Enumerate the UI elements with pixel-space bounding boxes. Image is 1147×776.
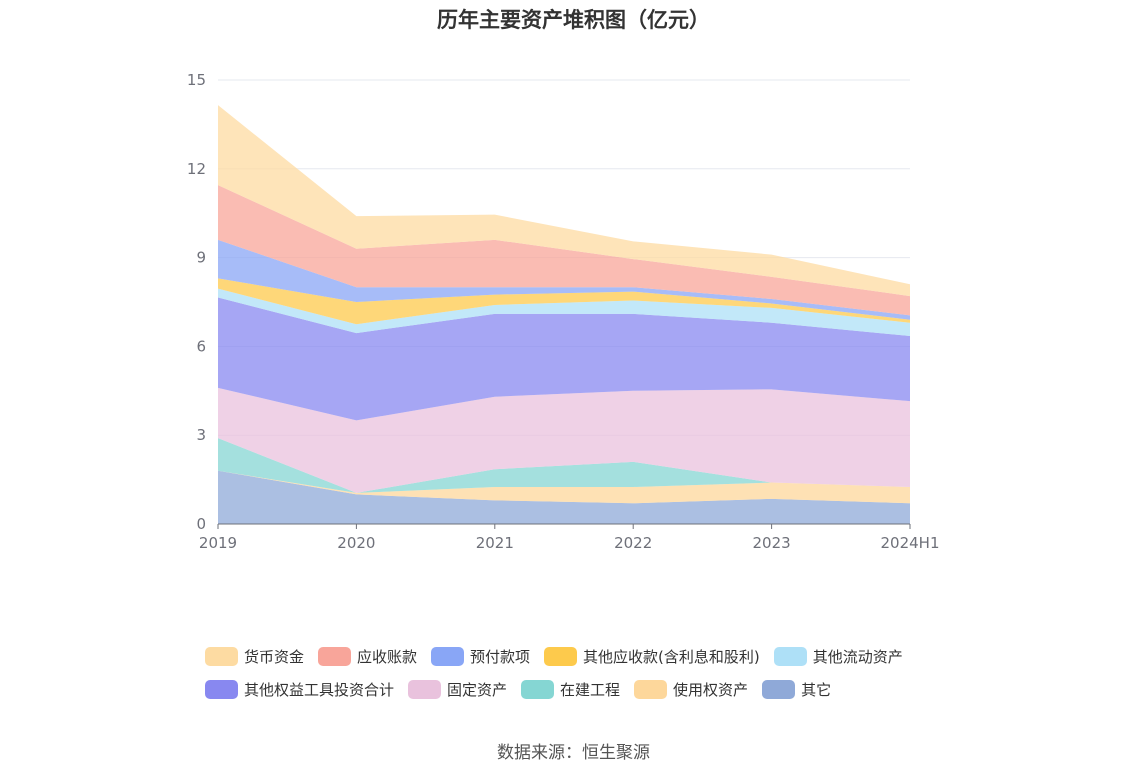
legend-label: 在建工程 — [560, 681, 621, 699]
legend-swatch — [762, 680, 796, 699]
legend-item[interactable]: 其它 — [762, 679, 831, 700]
y-tick-label: 0 — [196, 515, 206, 533]
legend-label: 使用权资产 — [673, 681, 749, 699]
legend-label: 其他权益工具投资合计 — [244, 681, 395, 699]
area-series-group — [218, 105, 910, 524]
x-tick-label: 2020 — [337, 534, 375, 552]
legend-item[interactable]: 其他权益工具投资合计 — [205, 679, 394, 700]
area-series-0[interactable] — [218, 470, 910, 524]
legend-row-2: 其他权益工具投资合计 固定资产 在建工程 使用权资产 其它 — [205, 673, 965, 706]
legend-swatch — [544, 647, 578, 666]
legend-item[interactable]: 货币资金 — [205, 646, 304, 667]
area-series-8[interactable] — [218, 185, 910, 316]
legend-label: 其他流动资产 — [812, 648, 903, 666]
legend-label: 应收账款 — [357, 648, 418, 666]
y-tick-label: 6 — [196, 337, 206, 355]
area-series-6[interactable] — [218, 278, 910, 325]
legend-label: 其他应收款(含利息和股利) — [583, 648, 760, 666]
y-tick-label: 12 — [187, 160, 206, 178]
legend-item[interactable]: 预付款项 — [431, 646, 530, 667]
legend-swatch — [408, 680, 442, 699]
stacked-area-chart: 0 3 6 9 12 15 2019 2020 2021 2022 2023 2024H1 — [187, 71, 940, 552]
x-tick-label: 2022 — [614, 534, 652, 552]
area-series-4[interactable] — [218, 297, 910, 421]
legend-item[interactable]: 使用权资产 — [634, 679, 748, 700]
legend-item[interactable]: 应收账款 — [318, 646, 417, 667]
legend-item[interactable]: 其他流动资产 — [773, 646, 903, 667]
chart-title: 历年主要资产堆积图（亿元） — [437, 8, 710, 32]
area-series-7[interactable] — [218, 239, 910, 320]
legend-swatch — [773, 647, 807, 666]
area-series-9[interactable] — [218, 105, 910, 297]
x-tick-label: 2021 — [476, 534, 514, 552]
axes: 0 3 6 9 12 15 2019 2020 2021 2022 2023 2024H1 — [187, 71, 940, 552]
y-tick-label: 15 — [187, 71, 206, 89]
legend-row-1: 货币资金 应收账款 预付款项 其他应收款(含利息和股利) 其他流动资产 — [205, 640, 965, 673]
legend: 货币资金 应收账款 预付款项 其他应收款(含利息和股利) 其他流动资产 其他权益工具投资… — [205, 640, 965, 706]
data-source: 数据来源：恒生聚源 — [497, 743, 650, 763]
legend-swatch — [205, 680, 238, 699]
legend-item[interactable]: 在建工程 — [521, 679, 620, 700]
y-tick-label: 9 — [196, 249, 206, 267]
legend-label: 预付款项 — [470, 648, 531, 666]
legend-item[interactable]: 其他应收款(含利息和股利) — [544, 646, 760, 667]
legend-swatch — [318, 647, 352, 666]
legend-item[interactable]: 固定资产 — [408, 679, 507, 700]
legend-swatch — [431, 647, 465, 666]
x-tick-label: 2024H1 — [881, 534, 940, 552]
area-series-3[interactable] — [218, 387, 910, 493]
legend-swatch — [521, 680, 555, 699]
legend-swatch — [634, 680, 668, 699]
legend-label: 货币资金 — [244, 648, 305, 666]
x-tick-label: 2019 — [199, 534, 237, 552]
legend-label: 其它 — [801, 681, 832, 699]
area-series-2[interactable] — [218, 438, 910, 493]
y-tick-label: 3 — [196, 426, 206, 444]
legend-label: 固定资产 — [447, 681, 508, 699]
legend-swatch — [205, 647, 238, 666]
x-tick-label: 2023 — [753, 534, 791, 552]
area-series-5[interactable] — [218, 288, 910, 337]
